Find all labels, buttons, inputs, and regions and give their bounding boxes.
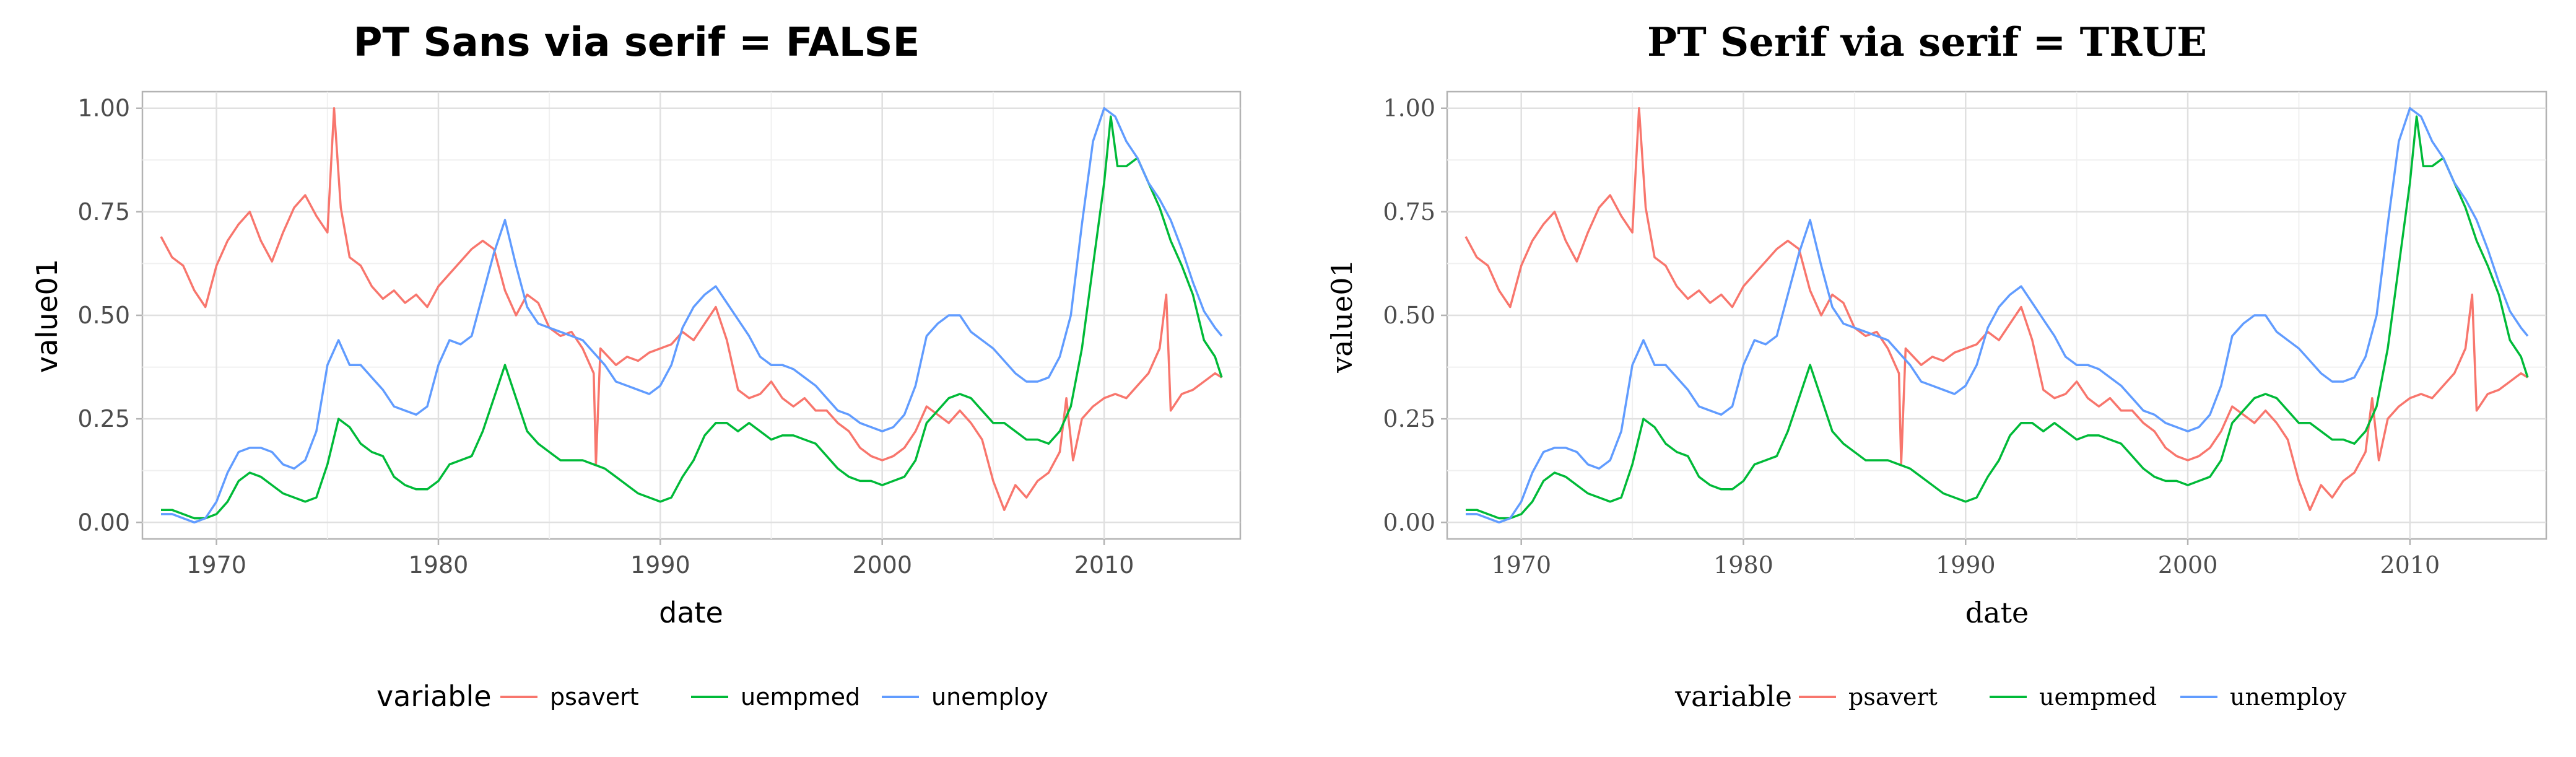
- x-tick-label: 1980: [409, 551, 469, 579]
- y-tick-label: 0.75: [1383, 198, 1435, 225]
- y-axis-label: value01: [1325, 259, 1359, 374]
- x-tick-label: 1990: [630, 551, 690, 579]
- legend-label-psavert: psavert: [1848, 683, 1938, 711]
- legend: variable psavert uempmed unemploy: [1674, 680, 2347, 713]
- x-axis-label: date: [1965, 596, 2029, 629]
- y-tick-label: 0.25: [1383, 405, 1435, 432]
- legend-label-unemploy: unemploy: [2230, 683, 2347, 711]
- y-tick-label: 0.25: [77, 405, 130, 432]
- plot-series: [160, 107, 1223, 524]
- x-tick-label: 2010: [1074, 551, 1134, 579]
- x-tick-label: 1970: [1491, 551, 1551, 579]
- legend-title: variable: [1674, 680, 1792, 713]
- series-line-uempmed: [161, 115, 1223, 520]
- legend-label-uempmed: uempmed: [741, 683, 860, 711]
- plot-grid: [141, 90, 1242, 540]
- chart-panel-serif: PT Serif via serif = TRUE value01 date 0…: [1325, 19, 2548, 713]
- axis-ticks: 0.00 0.25 0.50 0.75 1.00 1970 1980 1990 2000 2010: [77, 95, 1134, 579]
- y-tick-label: 0.75: [77, 198, 130, 225]
- series-line-psavert: [160, 107, 1222, 511]
- x-tick-label: 1980: [1713, 551, 1773, 579]
- legend-label-psavert: psavert: [550, 683, 639, 711]
- x-axis-label: date: [659, 596, 723, 629]
- y-tick-label: 0.00: [1383, 509, 1435, 536]
- chart-title: PT Sans via serif = FALSE: [354, 20, 920, 66]
- x-tick-label: 2010: [2380, 551, 2440, 579]
- plot-series: [1464, 107, 2529, 524]
- x-tick-label: 1990: [1936, 551, 1996, 579]
- series-line-uempmed: [1466, 115, 2529, 520]
- legend: variable psavert uempmed unemploy: [376, 680, 1048, 713]
- y-tick-label: 0.50: [1383, 302, 1435, 329]
- plot-grid: [1446, 90, 2548, 540]
- chart-panel-sans: PT Sans via serif = FALSE value01 date 0…: [30, 20, 1242, 713]
- x-tick-label: 1970: [186, 551, 246, 579]
- y-tick-label: 0.00: [77, 509, 130, 536]
- legend-label-unemploy: unemploy: [931, 683, 1048, 711]
- series-line-psavert: [1464, 107, 2528, 511]
- y-axis-label: value01: [30, 259, 64, 373]
- legend-title: variable: [376, 680, 492, 713]
- x-tick-label: 2000: [852, 551, 912, 579]
- axis-ticks: 0.00 0.25 0.50 0.75 1.00 1970 1980 1990 2000 2010: [1383, 95, 2440, 579]
- y-tick-label: 1.00: [77, 95, 130, 122]
- series-line-unemploy: [1466, 107, 2529, 524]
- legend-label-uempmed: uempmed: [2039, 683, 2157, 711]
- chart-title: PT Serif via serif = TRUE: [1647, 19, 2207, 66]
- y-tick-label: 1.00: [1383, 95, 1435, 122]
- y-tick-label: 0.50: [77, 302, 130, 329]
- x-tick-label: 2000: [2158, 551, 2218, 579]
- series-line-unemploy: [161, 107, 1223, 524]
